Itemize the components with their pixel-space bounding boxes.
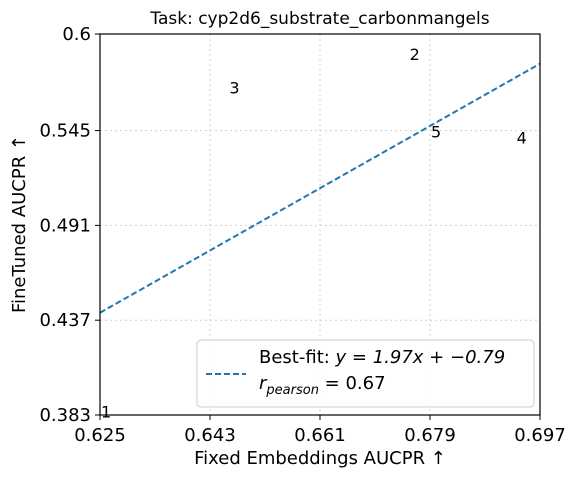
legend-entry-pearson: rpearson = 0.67 <box>259 373 386 398</box>
best-fit-line <box>99 62 541 314</box>
y-tick-label: 0.491 <box>39 215 91 236</box>
legend: Best-fit: y = 1.97x + −0.79 rpearson = 0… <box>196 339 535 408</box>
fit-line-layer <box>99 62 541 314</box>
legend-entry-fit: Best-fit: y = 1.97x + −0.79 <box>259 347 505 368</box>
legend-pearson-symbol: r <box>259 373 268 394</box>
point-label-3: 3 <box>229 79 239 98</box>
x-ticks: 0.625 0.643 0.661 0.679 0.697 <box>74 415 566 446</box>
legend-fit-formula: y = 1.97x + −0.79 <box>335 347 506 368</box>
x-tick-label: 0.697 <box>514 425 566 446</box>
point-label-2: 2 <box>410 45 420 64</box>
legend-pearson-subscript: pearson <box>265 383 319 398</box>
point-labels: 1 2 3 4 5 <box>101 45 527 421</box>
x-tick-label: 0.661 <box>294 425 346 446</box>
x-tick-label: 0.625 <box>74 425 126 446</box>
y-tick-label: 0.545 <box>39 121 91 142</box>
y-tick-label: 0.383 <box>39 405 91 426</box>
y-tick-label: 0.6 <box>62 24 91 45</box>
y-axis-label: FineTuned AUCPR ↑ <box>9 135 30 313</box>
point-label-4: 4 <box>517 129 527 148</box>
x-axis-label: Fixed Embeddings AUCPR ↑ <box>194 448 446 469</box>
y-tick-label: 0.437 <box>39 310 91 331</box>
y-ticks: 0.383 0.437 0.491 0.545 0.6 <box>39 24 100 426</box>
legend-pearson-value: = 0.67 <box>319 373 386 394</box>
legend-fit-prefix: Best-fit: <box>259 347 336 368</box>
chart-title: Task: cyp2d6_substrate_carbonmangels <box>149 9 489 29</box>
x-tick-label: 0.643 <box>184 425 236 446</box>
point-label-1: 1 <box>101 402 111 421</box>
legend-box <box>196 339 535 408</box>
x-tick-label: 0.679 <box>404 425 456 446</box>
point-label-5: 5 <box>431 122 441 141</box>
